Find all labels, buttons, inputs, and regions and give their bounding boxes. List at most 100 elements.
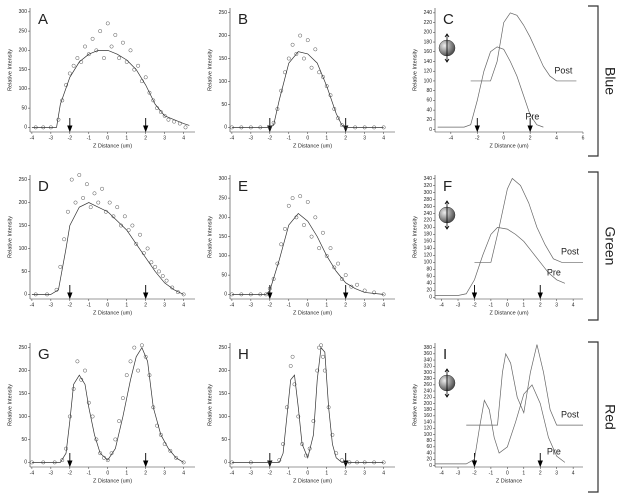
data-point	[317, 345, 322, 350]
y-axis-label: Relative Intensity	[207, 49, 213, 91]
data-point	[313, 215, 318, 220]
data-point	[124, 373, 129, 378]
y-tick-label: 140	[424, 59, 433, 65]
x-tick-label: -1	[489, 470, 494, 476]
y-tick-label: 260	[424, 382, 433, 388]
y-tick-label: 150	[19, 223, 28, 229]
data-point	[77, 173, 82, 177]
x-tick-label: 0	[506, 470, 509, 476]
x-axis-label: Z Distance (um)	[93, 478, 132, 484]
data-point	[132, 345, 137, 350]
x-tick-label: -4	[30, 470, 35, 476]
y-tick-label: 100	[219, 414, 228, 420]
x-tick-label: -4	[439, 470, 444, 476]
data-point	[143, 354, 148, 359]
y-tick-label: 50	[21, 105, 27, 111]
x-tick-label: -3	[249, 135, 254, 141]
position-arrow	[537, 285, 543, 300]
data-point	[113, 33, 118, 37]
x-tick-label: 1	[522, 470, 525, 476]
data-point	[157, 269, 161, 274]
y-axis-label: Relative Intensity	[7, 384, 13, 426]
data-point	[96, 200, 101, 205]
data-point	[73, 200, 78, 205]
y-tick-label: 0	[24, 292, 27, 298]
data-point	[305, 38, 310, 43]
data-point	[339, 277, 344, 281]
data-point	[120, 40, 125, 45]
x-tick-label: -3	[249, 470, 254, 476]
data-point	[296, 414, 301, 419]
y-tick-label: 40	[426, 450, 432, 456]
x-tick-label: -2	[475, 135, 480, 141]
x-tick-label: -4	[230, 302, 235, 308]
data-point	[372, 290, 377, 295]
y-tick-label: 120	[424, 426, 433, 432]
y-tick-label: 50	[221, 437, 227, 443]
x-tick-label: 0	[306, 470, 309, 476]
y-tick-label: 0	[224, 292, 227, 298]
series-label: Post	[561, 247, 580, 257]
data-point	[298, 194, 303, 199]
x-tick-label: 1	[125, 135, 128, 141]
data-point	[183, 125, 188, 130]
data-point	[60, 458, 65, 463]
x-tick-label: -4	[449, 135, 454, 141]
x-tick-label: 1	[325, 302, 328, 308]
x-axis-label: Z Distance (um)	[93, 310, 132, 316]
data-point	[151, 98, 156, 103]
y-tick-label: 220	[424, 395, 433, 401]
y-tick-label: 250	[219, 195, 228, 201]
y-tick-label: 20	[426, 117, 432, 123]
x-tick-label: 0	[106, 135, 109, 141]
y-tick-label: 50	[221, 272, 227, 278]
data-point	[302, 56, 306, 61]
data-point	[134, 241, 139, 246]
line-series	[437, 46, 544, 128]
y-tick-label: 160	[424, 239, 433, 245]
y-tick-label: 100	[19, 246, 28, 252]
x-tick-label: 0	[506, 302, 509, 308]
y-tick-label: 300	[219, 176, 228, 182]
y-tick-label: 200	[424, 401, 433, 407]
data-point	[286, 56, 291, 61]
position-arrow	[537, 453, 543, 468]
panel-letter: I	[443, 346, 447, 363]
y-tick-label: 40	[426, 281, 432, 287]
y-tick-label: 100	[219, 253, 228, 259]
line-series	[435, 384, 566, 465]
y-tick-label: 200	[219, 368, 228, 374]
panel: -4 -3 -2 -1 0 1 2 3 4020406080100120140160180200…	[412, 343, 583, 484]
x-tick-label: 2	[529, 135, 532, 141]
y-tick-label: 200	[19, 48, 28, 54]
data-point	[320, 74, 325, 79]
panel: -4 -3 -2 -1 0 1 2 3 4020406080100120140160180200…	[412, 175, 583, 316]
data-point	[138, 232, 142, 237]
x-tick-label: 4	[572, 470, 575, 476]
x-tick-label: 2	[144, 470, 147, 476]
x-tick-label: 3	[555, 302, 558, 308]
y-tick-label: 240	[424, 211, 433, 217]
x-tick-label: -4	[30, 302, 35, 308]
line-series	[470, 12, 577, 82]
x-tick-label: 4	[182, 302, 185, 308]
y-tick-label: 100	[424, 432, 433, 438]
y-tick-label: 340	[424, 176, 433, 182]
position-arrow	[343, 453, 349, 468]
data-point	[119, 223, 123, 228]
y-axis-label: Relative Intensity	[412, 49, 418, 91]
data-point	[83, 368, 87, 373]
y-tick-label: 0	[24, 125, 27, 131]
y-tick-label: 200	[219, 33, 228, 39]
position-arrow	[474, 118, 480, 133]
y-tick-label: 250	[219, 10, 228, 16]
data-point	[111, 214, 116, 219]
data-point	[305, 200, 310, 204]
y-tick-label: 150	[219, 234, 228, 240]
y-tick-label: 200	[19, 368, 28, 374]
x-tick-label: 2	[344, 135, 347, 141]
y-tick-label: 200	[19, 200, 28, 206]
x-tick-label: 3	[555, 470, 558, 476]
data-point	[58, 264, 63, 269]
